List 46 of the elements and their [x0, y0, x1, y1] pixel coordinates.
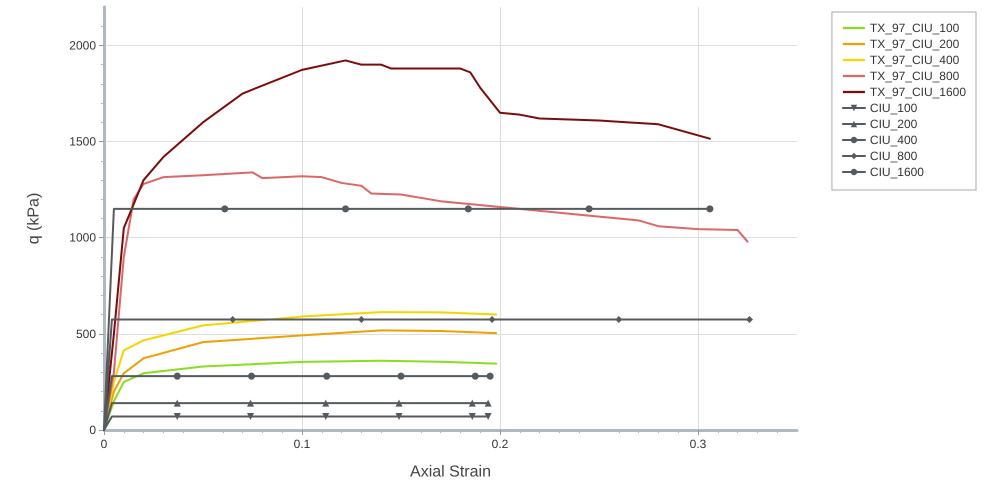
point [248, 372, 256, 380]
legend-label: TX_97_CIU_100 [870, 21, 960, 35]
point [486, 372, 494, 380]
point [472, 372, 479, 380]
point [396, 400, 403, 407]
point [322, 413, 330, 420]
point [468, 400, 476, 407]
point [221, 205, 228, 212]
x-tick-label: 0 [100, 437, 108, 451]
point [247, 413, 254, 420]
y-tick-label: 0 [89, 423, 96, 437]
x-tick-label: 0.2 [492, 437, 509, 451]
legend-label: CIU_800 [870, 149, 918, 163]
point [586, 205, 593, 212]
y-tick-label: 2000 [69, 38, 96, 52]
point [174, 400, 181, 407]
point [342, 205, 350, 212]
point [464, 205, 472, 212]
legend-label: CIU_200 [870, 117, 918, 131]
point [484, 413, 492, 420]
legend-label: TX_97_CIU_200 [870, 37, 960, 51]
legend-label: CIU_1600 [870, 165, 924, 179]
y-tick-label: 500 [76, 326, 96, 341]
point [468, 413, 476, 420]
point [615, 316, 622, 323]
x-tick-label: 0.1 [294, 437, 311, 451]
point [174, 372, 181, 380]
legend-label: TX_97_CIU_400 [870, 53, 960, 67]
point [398, 372, 404, 380]
point [396, 413, 403, 420]
point [706, 205, 714, 212]
legend-label: TX_97_CIU_1600 [870, 85, 966, 99]
y-tick-label: 1500 [69, 134, 96, 149]
point [247, 400, 254, 407]
point [174, 413, 181, 420]
y-tick-label: 1000 [69, 230, 96, 245]
legend-label: CIU_400 [870, 133, 918, 147]
legend-label: CIU_100 [870, 101, 918, 115]
y-axis-title: q (kPa) [26, 192, 42, 244]
point [229, 316, 236, 323]
x-tick-label: 0.3 [690, 437, 707, 451]
x-axis-title: Axial Strain [410, 464, 491, 480]
point [322, 400, 330, 407]
legend-label: TX_97_CIU_800 [870, 69, 960, 83]
point [323, 372, 330, 380]
point [484, 400, 492, 407]
